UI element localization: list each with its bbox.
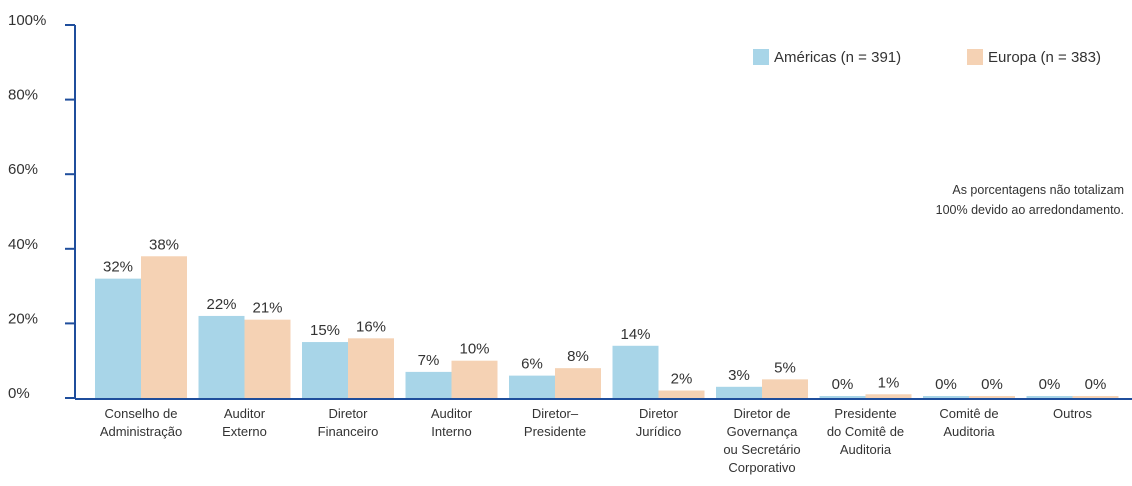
x-tick-label: Presidente	[834, 406, 896, 421]
data-label: 0%	[935, 376, 957, 393]
y-tick-label: 80%	[8, 87, 38, 104]
y-tick-label: 60%	[8, 161, 38, 178]
data-label: 14%	[620, 326, 650, 343]
legend-swatch	[753, 49, 769, 65]
x-tick-label: Governança	[727, 424, 799, 439]
x-tick-label: Diretor–	[532, 406, 579, 421]
y-tick-label: 0%	[8, 385, 30, 402]
data-label: 0%	[1085, 376, 1107, 393]
y-tick-label: 40%	[8, 236, 38, 253]
data-label: 0%	[1039, 376, 1061, 393]
data-label: 15%	[310, 322, 340, 339]
data-label: 21%	[252, 300, 282, 317]
bar	[612, 345, 659, 398]
bar	[819, 396, 866, 398]
bar	[348, 338, 394, 398]
x-tick-label: Outros	[1053, 406, 1093, 421]
bar	[555, 368, 601, 398]
data-label: 3%	[728, 367, 750, 384]
y-tick-label: 20%	[8, 310, 38, 327]
x-tick-label: Corporativo	[728, 460, 795, 475]
x-tick-label: Diretor de	[733, 406, 790, 421]
data-label: 7%	[418, 352, 440, 369]
x-tick-label: Externo	[222, 424, 267, 439]
bar	[451, 360, 498, 398]
x-tick-label: Diretor	[639, 406, 679, 421]
data-label: 8%	[567, 348, 589, 365]
bar	[509, 375, 555, 398]
data-label: 0%	[832, 376, 854, 393]
bar	[1026, 396, 1073, 398]
bar	[95, 278, 141, 398]
x-tick-label: Presidente	[524, 424, 586, 439]
data-label: 0%	[981, 376, 1003, 393]
data-label: 16%	[356, 318, 386, 335]
bar	[716, 386, 762, 398]
data-label: 5%	[774, 359, 796, 376]
bar	[969, 396, 1015, 398]
x-tick-label: ou Secretário	[723, 442, 800, 457]
bar	[244, 319, 291, 398]
data-label: 2%	[671, 371, 693, 388]
x-tick-label: Comitê de	[939, 406, 998, 421]
x-tick-label: Financeiro	[318, 424, 379, 439]
x-tick-label: Diretor	[328, 406, 368, 421]
data-label: 32%	[103, 259, 133, 276]
x-tick-label: Interno	[431, 424, 471, 439]
x-tick-label: Auditoria	[840, 442, 892, 457]
data-label: 1%	[878, 374, 900, 391]
x-tick-label: Jurídico	[636, 424, 682, 439]
bar	[198, 315, 245, 398]
bar	[302, 342, 348, 398]
bar	[923, 396, 969, 398]
x-tick-label: Administração	[100, 424, 182, 439]
x-tick-label: Auditor	[224, 406, 266, 421]
rounding-note-line-1: As porcentagens não totalizam	[952, 183, 1124, 197]
x-tick-label: Auditor	[431, 406, 473, 421]
data-label: 38%	[149, 236, 179, 253]
legend-label: Europa (n = 383)	[988, 49, 1101, 66]
legend-swatch	[967, 49, 983, 65]
bar	[762, 379, 808, 398]
bar	[405, 371, 452, 398]
bar	[658, 390, 705, 398]
rounding-note-line-2: 100% devido ao arredondamento.	[935, 203, 1124, 217]
bar	[1072, 396, 1119, 398]
legend-label: Américas (n = 391)	[774, 49, 901, 66]
bar	[141, 256, 187, 398]
data-label: 10%	[459, 341, 489, 358]
x-tick-label: Conselho de	[105, 406, 178, 421]
y-tick-label: 100%	[8, 12, 46, 29]
x-tick-label: Auditoria	[943, 424, 995, 439]
bar	[865, 394, 912, 398]
rounding-note: As porcentagens não totalizam 100% devid…	[804, 180, 1124, 220]
data-label: 6%	[521, 356, 543, 373]
x-tick-label: do Comitê de	[827, 424, 904, 439]
data-label: 22%	[206, 296, 236, 313]
